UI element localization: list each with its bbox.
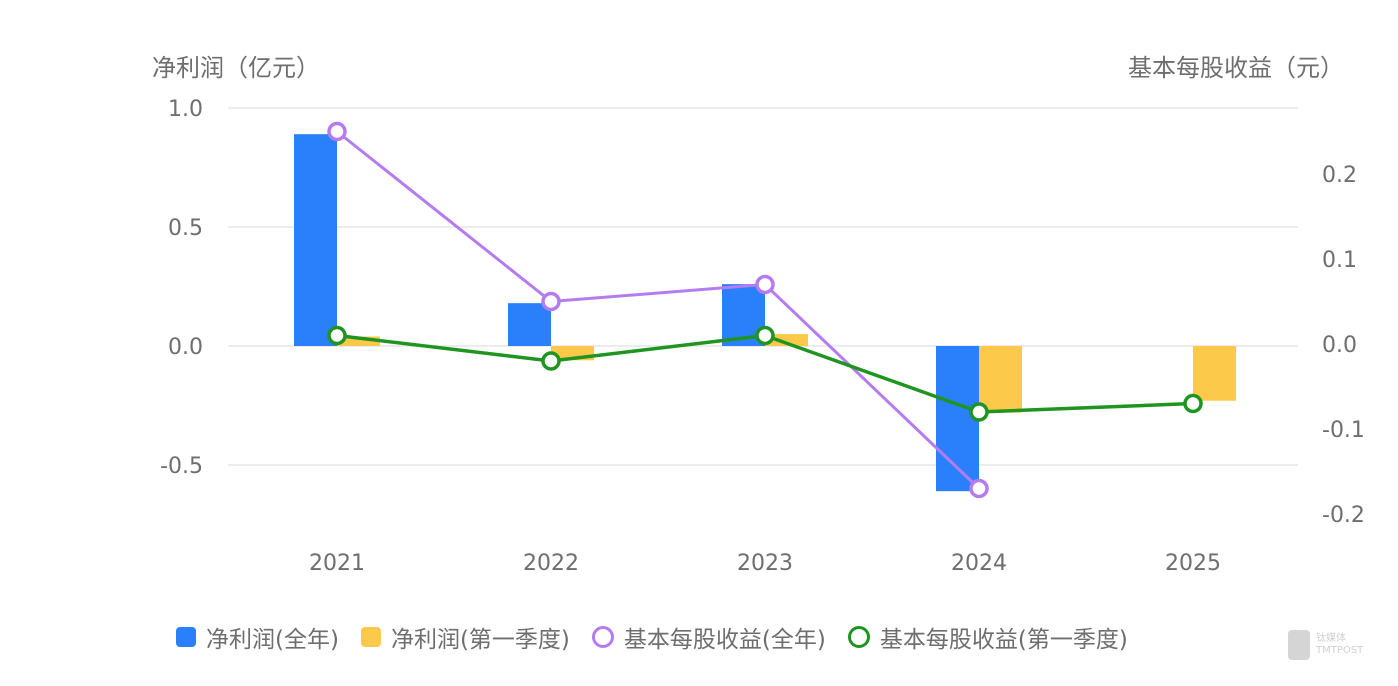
right-axis-tick: 0.2 [1322, 163, 1357, 188]
legend-label: 净利润(第一季度) [390, 627, 570, 653]
x-axis-label: 2024 [951, 551, 1007, 576]
data-point-marker[interactable] [327, 121, 347, 142]
bar[interactable] [765, 334, 808, 346]
legend: 净利润(全年) 净利润(第一季度) 基本每股收益(全年) 基本每股收益(第一季度… [176, 620, 1150, 654]
left-axis-tick: 0.5 [168, 216, 203, 241]
watermark-text-cn: 钛媒体 [1316, 633, 1346, 644]
left-axis-tick: -0.5 [160, 454, 203, 479]
data-point-marker[interactable] [969, 478, 989, 499]
data-point-marker[interactable] [327, 325, 347, 346]
right-axis-tick: -0.2 [1322, 503, 1365, 528]
x-axis-label: 2021 [309, 551, 365, 576]
bar[interactable] [294, 134, 337, 346]
legend-label: 净利润(全年) [206, 627, 339, 653]
legend-label: 基本每股收益(第一季度) [879, 627, 1128, 653]
bar[interactable] [1193, 346, 1236, 401]
legend-label: 基本每股收益(全年) [623, 627, 826, 653]
data-point-marker[interactable] [969, 402, 989, 422]
right-axis-title: 基本每股收益（元） [1128, 54, 1344, 82]
data-point-marker[interactable] [755, 325, 775, 346]
left-axis-title: 净利润（亿元） [152, 54, 320, 82]
left-axis-tick: 1.0 [168, 97, 203, 122]
bar[interactable] [979, 346, 1022, 413]
legend-swatch-blue [176, 627, 196, 647]
legend-item-eps-q1[interactable]: 基本每股收益(第一季度) [847, 620, 1128, 654]
right-axis-tick: -0.1 [1322, 418, 1365, 443]
left-axis-tick: 0.0 [168, 335, 203, 360]
x-axis-label: 2023 [737, 551, 793, 576]
watermark-text-en: TMTPOST [1316, 645, 1364, 656]
data-point-marker[interactable] [541, 351, 561, 371]
legend-item-net-profit-full[interactable]: 净利润(全年) [176, 620, 339, 654]
right-axis-tick: 0.1 [1322, 248, 1357, 273]
x-axis-label: 2025 [1165, 551, 1221, 576]
data-point-marker[interactable] [541, 291, 561, 312]
bar[interactable] [337, 336, 380, 346]
data-point-marker[interactable] [1183, 393, 1203, 414]
data-point-marker[interactable] [755, 274, 775, 295]
legend-item-eps-full[interactable]: 基本每股收益(全年) [591, 620, 826, 654]
legend-swatch-yellow [360, 627, 381, 647]
bar[interactable] [508, 303, 551, 346]
legend-ring-green [847, 626, 870, 648]
line-series [336, 130, 981, 490]
legend-item-net-profit-q1[interactable]: 净利润(第一季度) [360, 620, 570, 654]
legend-ring-purple [591, 626, 614, 648]
x-axis-label: 2022 [523, 551, 579, 576]
tmtpost-logo-icon [1288, 630, 1310, 660]
right-axis-tick: 0.0 [1322, 333, 1357, 358]
watermark-logo: 钛媒体 TMTPOST [1288, 630, 1363, 660]
